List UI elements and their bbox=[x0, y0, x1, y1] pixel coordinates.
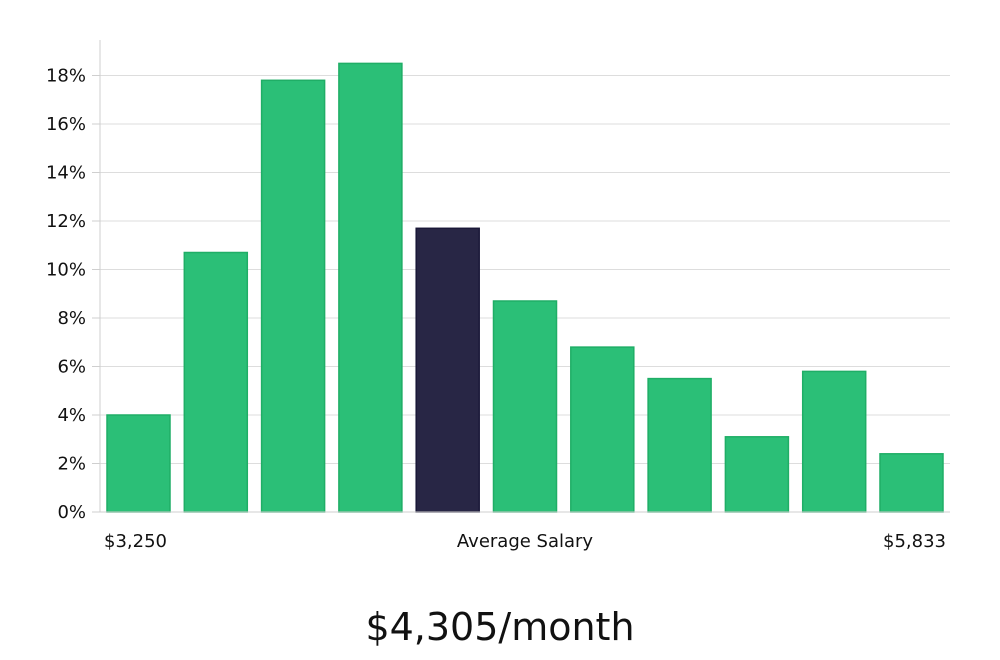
y-tick-label: 6% bbox=[57, 357, 86, 378]
x-max-label: $5,833 bbox=[883, 531, 946, 552]
y-tick-label: 4% bbox=[57, 405, 86, 426]
average-salary-headline: $4,305/month bbox=[365, 605, 635, 649]
bars bbox=[106, 62, 944, 513]
y-tick-label: 14% bbox=[46, 163, 86, 184]
x-min-label: $3,250 bbox=[104, 531, 167, 552]
bar bbox=[724, 436, 790, 513]
bar bbox=[338, 62, 403, 513]
y-tick-label: 10% bbox=[46, 260, 86, 281]
bar bbox=[801, 370, 867, 513]
bar bbox=[492, 300, 558, 513]
y-tick-label: 12% bbox=[46, 211, 86, 232]
y-tick-label: 0% bbox=[57, 502, 86, 523]
y-tick-label: 18% bbox=[46, 66, 86, 87]
y-axis-ticks: 0% 2% 4% 6% 8% 10% 12% 14% 16% 18% bbox=[46, 66, 100, 523]
bar-average-salary bbox=[415, 227, 480, 513]
bar bbox=[106, 414, 171, 513]
y-tick-label: 16% bbox=[46, 114, 86, 135]
bar bbox=[183, 251, 249, 513]
bar bbox=[260, 79, 326, 513]
y-tick-label: 8% bbox=[57, 308, 86, 329]
y-tick-label: 2% bbox=[57, 454, 86, 475]
bar bbox=[570, 346, 635, 513]
x-center-label: Average Salary bbox=[457, 531, 594, 552]
salary-histogram: 0% 2% 4% 6% 8% 10% 12% 14% 16% 18% $3,250 Average… bbox=[46, 40, 950, 552]
bar bbox=[647, 377, 712, 513]
bar bbox=[879, 453, 944, 513]
